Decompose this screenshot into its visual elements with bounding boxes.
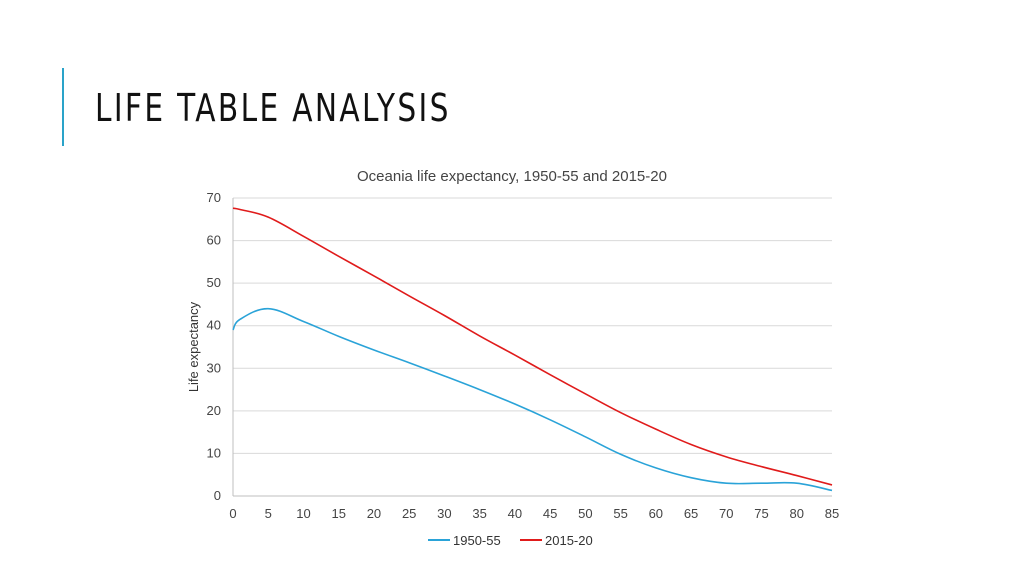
- x-tick-label: 75: [754, 506, 768, 521]
- grid-lines: [232, 197, 832, 497]
- series-lines: [232, 207, 833, 492]
- x-tick-label: 55: [613, 506, 627, 521]
- x-tick-label: 5: [265, 506, 272, 521]
- x-tick-label: 80: [790, 506, 804, 521]
- x-tick-label: 15: [331, 506, 345, 521]
- x-tick-label: 0: [229, 506, 236, 521]
- legend-label-1950-55: 1950-55: [453, 533, 501, 548]
- x-tick-label: 50: [578, 506, 592, 521]
- slide-title: LIFE TABLE ANALYSIS: [95, 86, 451, 130]
- y-tick-label: 40: [207, 318, 221, 333]
- legend: 1950-55 2015-20: [428, 533, 593, 548]
- y-tick-label: 30: [207, 360, 221, 375]
- x-tick-label: 60: [649, 506, 663, 521]
- x-tick-label: 45: [543, 506, 557, 521]
- x-tick-label: 70: [719, 506, 733, 521]
- y-tick-label: 70: [207, 190, 221, 205]
- x-tick-label: 25: [402, 506, 416, 521]
- x-tick-label: 35: [472, 506, 486, 521]
- chart-title: Oceania life expectancy, 1950-55 and 201…: [357, 168, 667, 185]
- y-tick-label: 20: [207, 403, 221, 418]
- y-axis-label: Life expectancy: [186, 301, 201, 392]
- y-tick-label: 0: [214, 488, 221, 503]
- x-tick-label: 65: [684, 506, 698, 521]
- series-line-1950-55: [232, 307, 833, 492]
- y-tick-label: 10: [207, 445, 221, 460]
- y-tick-label: 60: [207, 233, 221, 248]
- title-accent-bar: [62, 68, 64, 146]
- x-tick-label: 40: [508, 506, 522, 521]
- x-tick-labels: 0 5 10 15 20 25 30 35 40 45 50 55 60 65 70 75 80 85: [229, 506, 839, 521]
- y-tick-label: 50: [207, 275, 221, 290]
- series-line-2015-20: [232, 207, 833, 486]
- x-tick-label: 30: [437, 506, 451, 521]
- x-tick-label: 20: [367, 506, 381, 521]
- y-tick-labels: 0 10 20 30 40 50 60 70: [207, 190, 221, 503]
- legend-label-2015-20: 2015-20: [545, 533, 593, 548]
- x-tick-label: 85: [825, 506, 839, 521]
- x-tick-label: 10: [296, 506, 310, 521]
